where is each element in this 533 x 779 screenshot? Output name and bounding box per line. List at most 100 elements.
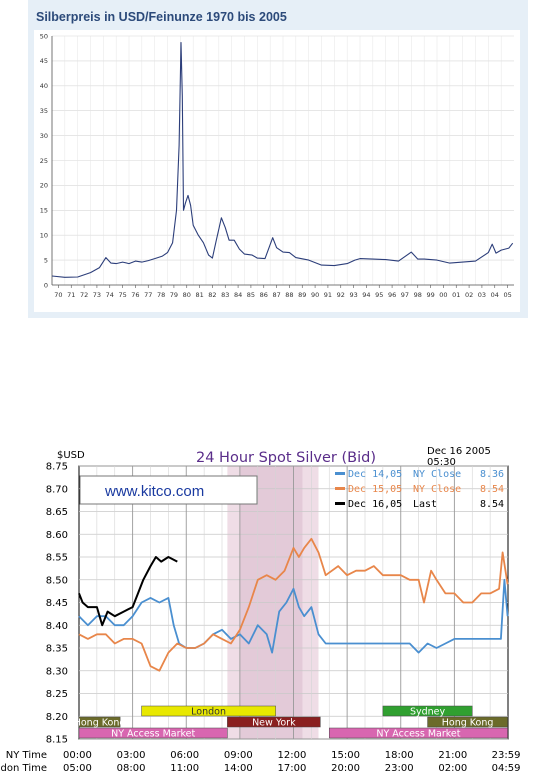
x-tick-label: 02 (465, 291, 473, 299)
y-tick-label: 8.20 (46, 712, 68, 723)
spot-silver-24h-chart: $USD 24 Hour Spot Silver (Bid) Dec 16 20… (0, 440, 533, 779)
session-bar (382, 705, 473, 717)
legend-date: Dec 16,05 (348, 499, 402, 510)
legend-date: Dec 14,05 (348, 469, 402, 480)
y-tick-label: 50 (40, 32, 48, 40)
y-tick-label: 0 (44, 281, 48, 289)
london-time-tick-label: 20:00 (331, 763, 360, 774)
y-tick-label: 8.40 (46, 621, 68, 632)
silver-price-history-svg: Silberpreis in USD/Feinunze 1970 bis 200… (34, 10, 520, 312)
y-tick-label: 10 (40, 232, 48, 240)
ny-time-tick-label: 06:00 (170, 750, 199, 761)
london-time-tick-label: 11:00 (170, 763, 199, 774)
ny-time-tick-label: 23:59 (492, 750, 521, 761)
session-label: New York (252, 718, 296, 729)
ny-time-tick-label: 15:00 (331, 750, 360, 761)
chart-title: Silberpreis in USD/Feinunze 1970 bis 200… (36, 10, 287, 24)
x-tick-label: 86 (260, 291, 268, 299)
ny-time-tick-label: 09:00 (224, 750, 253, 761)
y-tick-label: 5 (44, 256, 48, 264)
y-axis-unit-label: $USD (57, 450, 85, 461)
legend-value: 8.36 (480, 469, 504, 480)
x-tick-label: 82 (208, 291, 216, 299)
legend-swatch (335, 472, 345, 475)
silver-price-history-chart: Silberpreis in USD/Feinunze 1970 bis 200… (28, 0, 528, 318)
legend-value: 8.54 (480, 499, 504, 510)
x-tick-label: 89 (298, 291, 306, 299)
x-tick-label: 74 (106, 291, 114, 299)
x-tick-label: 85 (247, 291, 255, 299)
x-tick-label: 71 (67, 291, 75, 299)
series-line-Dec-15-05 (78, 537, 509, 672)
x-tick-label: 81 (195, 291, 203, 299)
x-tick-label: 73 (93, 291, 101, 299)
x-tick-label: 05 (503, 291, 511, 299)
session-bar (78, 716, 121, 728)
session-label: Hong Kong (442, 718, 494, 729)
session-bar (329, 727, 508, 739)
y-tick-label: 8.65 (46, 507, 68, 518)
ny-time-axis-label: NY Time (6, 750, 47, 761)
y-tick-label: 8.55 (46, 553, 68, 564)
legend-value: 8.54 (480, 484, 504, 495)
x-tick-label: 93 (349, 291, 357, 299)
y-tick-label: 20 (40, 182, 48, 190)
x-tick-label: 91 (324, 291, 332, 299)
session-label: NY Access Market (376, 729, 460, 740)
x-tick-label: 98 (414, 291, 422, 299)
legend-label: Last (413, 499, 437, 510)
x-tick-label: 96 (388, 291, 396, 299)
x-tick-label: 72 (80, 291, 88, 299)
x-tick-label: 77 (144, 291, 152, 299)
x-tick-label: 84 (234, 291, 242, 299)
x-tick-label: 00 (439, 291, 447, 299)
watermark-box (79, 475, 258, 505)
ny-time-tick-label: 12:00 (278, 750, 307, 761)
x-tick-label: 87 (272, 291, 280, 299)
session-bar (141, 705, 276, 717)
x-tick-label: 04 (491, 291, 499, 299)
x-tick-label: 03 (478, 291, 486, 299)
x-tick-label: 83 (221, 291, 229, 299)
x-tick-label: 78 (157, 291, 165, 299)
legend-label: NY Close (413, 469, 461, 480)
y-tick-label: 35 (40, 107, 48, 115)
x-tick-label: 01 (452, 291, 460, 299)
london-time-tick-label: 05:00 (63, 763, 92, 774)
x-tick-label: 94 (362, 291, 370, 299)
london-time-tick-label: 02:00 (438, 763, 467, 774)
ny-time-tick-label: 18:00 (385, 750, 414, 761)
date-label: Dec 16 2005 (427, 446, 491, 457)
session-label: NY Access Market (111, 729, 195, 740)
chart-title: 24 Hour Spot Silver (Bid) (196, 450, 376, 466)
y-tick-label: 25 (40, 157, 48, 165)
y-tick-label: 8.15 (46, 735, 68, 746)
session-bar (227, 716, 321, 728)
london-time-axis-label: London Time (0, 763, 47, 774)
session-label: Hong Kong (74, 718, 126, 729)
watermark-text: www.kitco.com (104, 483, 204, 500)
y-tick-label: 8.75 (46, 462, 68, 473)
x-tick-label: 99 (426, 291, 434, 299)
y-tick-label: 8.50 (46, 575, 68, 586)
y-tick-label: 15 (40, 207, 48, 215)
y-tick-label: 8.30 (46, 666, 68, 677)
x-tick-label: 80 (183, 291, 191, 299)
x-tick-label: 75 (118, 291, 126, 299)
x-tick-label: 79 (170, 291, 178, 299)
silver-price-line (51, 41, 514, 278)
y-tick-label: 8.45 (46, 598, 68, 609)
legend-swatch (335, 502, 345, 505)
ny-time-tick-label: 00:00 (63, 750, 92, 761)
london-time-tick-label: 23:00 (385, 763, 414, 774)
session-bar (427, 716, 508, 728)
london-time-tick-label: 17:00 (278, 763, 307, 774)
x-tick-label: 90 (311, 291, 319, 299)
y-tick-label: 8.35 (46, 644, 68, 655)
session-label: London (191, 707, 226, 718)
ny-time-tick-label: 21:00 (438, 750, 467, 761)
time-label: 05:30 (427, 457, 456, 468)
x-tick-label: 95 (375, 291, 383, 299)
y-tick-label: 8.25 (46, 689, 68, 700)
x-tick-label: 70 (54, 291, 62, 299)
